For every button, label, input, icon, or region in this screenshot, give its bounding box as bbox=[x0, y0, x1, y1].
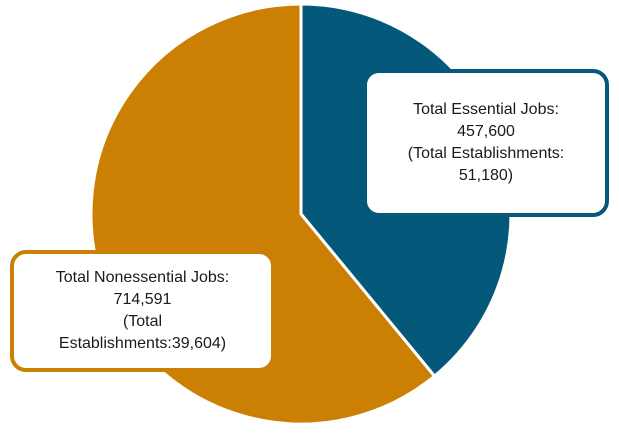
nonessential-establishments-label: (Total bbox=[122, 313, 163, 330]
essential-establishments-label: (Total Establishments: bbox=[407, 145, 565, 162]
essential-establishments-value: 51,180) bbox=[458, 167, 514, 184]
nonessential-establishments-value: Establishments:39,604) bbox=[58, 335, 227, 352]
nonessential-jobs-title: Total Nonessential Jobs: bbox=[55, 269, 230, 286]
essential-jobs-value: 457,600 bbox=[457, 123, 515, 140]
nonessential-jobs-callout: Total Nonessential Jobs: 714,591 (Total … bbox=[10, 250, 275, 372]
essential-jobs-title: Total Essential Jobs: bbox=[413, 101, 559, 118]
essential-jobs-callout: Total Essential Jobs: 457,600 (Total Est… bbox=[363, 69, 609, 217]
nonessential-jobs-value: 714,591 bbox=[113, 291, 172, 308]
